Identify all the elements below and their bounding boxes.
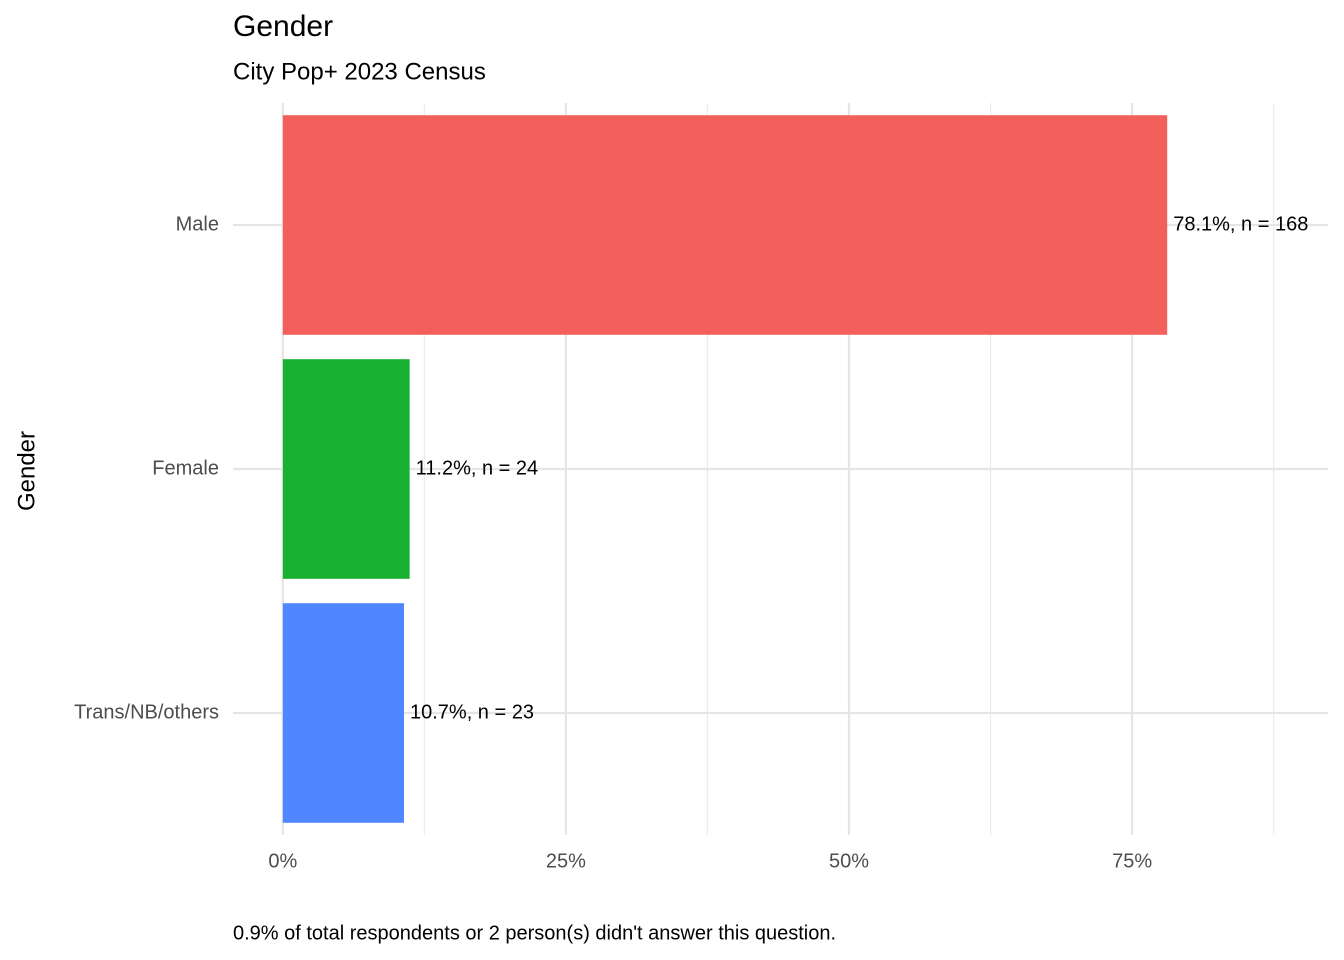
data-label: 78.1%, n = 168	[1173, 213, 1308, 235]
caption: 0.9% of total respondents or 2 person(s)…	[233, 922, 836, 944]
x-tick-label: 50%	[829, 850, 869, 872]
x-tick-label: 25%	[546, 850, 586, 872]
x-tick-label: 75%	[1112, 850, 1152, 872]
y-tick-label: Male	[176, 213, 219, 235]
data-label: 11.2%, n = 24	[416, 457, 538, 479]
x-tick-label: 0%	[268, 850, 297, 872]
y-axis-label: Gender	[13, 431, 40, 511]
data-label: 10.7%, n = 23	[410, 701, 534, 723]
bar	[282, 359, 410, 579]
bar	[282, 603, 404, 823]
y-tick-label: Trans/NB/others	[74, 701, 219, 723]
chart-title: Gender	[233, 10, 333, 43]
chart-subtitle: City Pop+ 2023 Census	[233, 58, 486, 85]
bar	[282, 115, 1168, 335]
y-tick-label: Female	[152, 457, 219, 479]
